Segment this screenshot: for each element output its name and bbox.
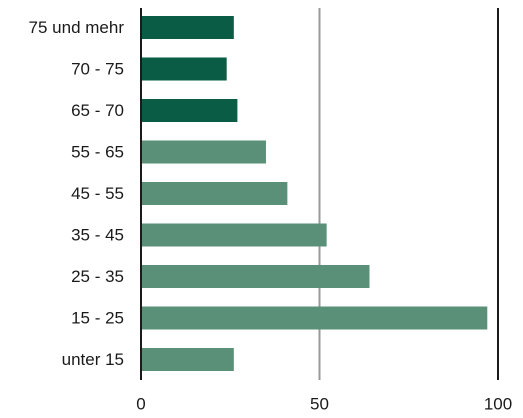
bar-75undmehr <box>141 16 234 39</box>
x-tick-label: 50 <box>310 395 329 414</box>
category-label: 35 - 45 <box>71 226 124 245</box>
category-label: 65 - 70 <box>71 101 124 120</box>
bar-unter15 <box>141 348 234 371</box>
bar-55-65 <box>141 140 266 164</box>
bar-25-35 <box>141 265 370 288</box>
category-label: 15 - 25 <box>71 309 124 328</box>
category-label: 25 - 35 <box>71 267 124 286</box>
category-label: unter 15 <box>62 350 124 369</box>
x-tick-labels: 0 50 100 <box>136 395 512 414</box>
category-label: 55 - 65 <box>71 143 124 162</box>
category-labels: 75 und mehr 70 - 75 65 - 70 55 - 65 45 - 55 3… <box>29 18 125 369</box>
bar-45-55 <box>141 182 288 205</box>
bars <box>141 16 488 371</box>
x-tick-label: 100 <box>484 395 512 414</box>
bar-65-70 <box>141 99 238 122</box>
category-label: 70 - 75 <box>71 60 124 79</box>
x-tick-label: 0 <box>136 395 145 414</box>
bar-70-75 <box>141 57 227 81</box>
category-label: 75 und mehr <box>29 18 125 37</box>
bar-15-25 <box>141 306 488 330</box>
bar-35-45 <box>141 223 327 247</box>
category-label: 45 - 55 <box>71 184 124 203</box>
